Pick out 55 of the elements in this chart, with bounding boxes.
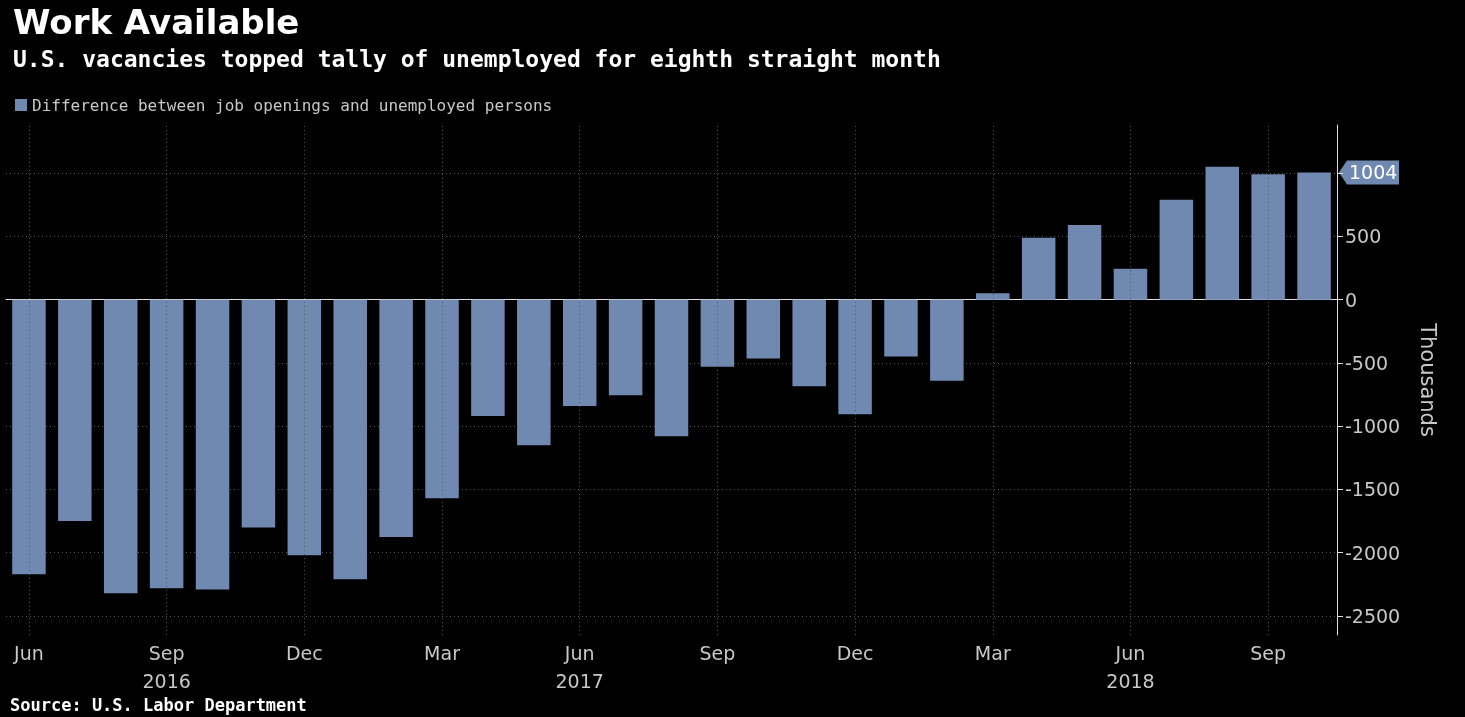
bar	[333, 299, 367, 580]
x-tick-label: Mar	[974, 641, 1011, 664]
bar	[1067, 224, 1102, 300]
x-tick-label: Jun	[1114, 641, 1146, 664]
bar	[471, 299, 505, 417]
x-tick-label: Mar	[424, 641, 461, 664]
y-tick-label: 500	[1345, 225, 1382, 248]
chart-title: Work Available	[13, 2, 300, 42]
y-tick-label: -2000	[1345, 541, 1401, 564]
text: 2018	[1106, 669, 1155, 692]
y-tick-label: 0	[1345, 288, 1358, 311]
source-note: Source: U.S. Labor Department	[10, 694, 307, 715]
y-tick-label: -1000	[1345, 415, 1401, 438]
y-tick-label: -2500	[1345, 605, 1401, 628]
bar	[608, 299, 643, 396]
bar	[517, 299, 551, 446]
x-tick-label: Jun	[563, 641, 595, 664]
bar	[746, 299, 781, 359]
bar	[12, 299, 46, 575]
x-tick-label: Dec	[285, 641, 323, 664]
bar	[1159, 199, 1194, 300]
text: 1004	[1349, 161, 1398, 184]
legend-label: Difference between job openings and unemployed persons	[32, 95, 553, 115]
y-tick-label: -1500	[1345, 478, 1401, 501]
bar	[379, 299, 413, 537]
bar	[976, 293, 1010, 300]
bar	[654, 299, 689, 437]
y-axis-title: Thousands	[1415, 322, 1440, 437]
bar	[195, 299, 230, 590]
bar	[930, 299, 964, 381]
bar	[1251, 174, 1285, 300]
bar	[425, 299, 459, 499]
bar	[792, 299, 826, 387]
x-tick-label: Sep	[699, 641, 736, 664]
bar	[1021, 237, 1056, 300]
bar	[700, 299, 735, 367]
y-tick-label: -500	[1345, 351, 1389, 374]
bar	[884, 299, 918, 357]
bar	[1205, 166, 1240, 300]
bar	[1297, 172, 1331, 300]
text: 2017	[555, 669, 604, 692]
x-tick-label: Sep	[1250, 641, 1287, 664]
bar	[1113, 268, 1148, 300]
bar	[241, 299, 276, 528]
bar	[838, 299, 872, 415]
x-tick-label: Dec	[836, 641, 874, 664]
bar	[287, 299, 322, 556]
bar	[562, 299, 597, 406]
bar	[103, 299, 138, 594]
bar	[149, 299, 184, 589]
chart-subtitle: U.S. vacancies topped tally of unemployed for eighth straight month	[13, 45, 941, 72]
bar	[58, 299, 92, 522]
x-tick-label: Sep	[148, 641, 185, 664]
x-tick-label: Jun	[13, 641, 44, 664]
text: 2016	[142, 669, 191, 692]
